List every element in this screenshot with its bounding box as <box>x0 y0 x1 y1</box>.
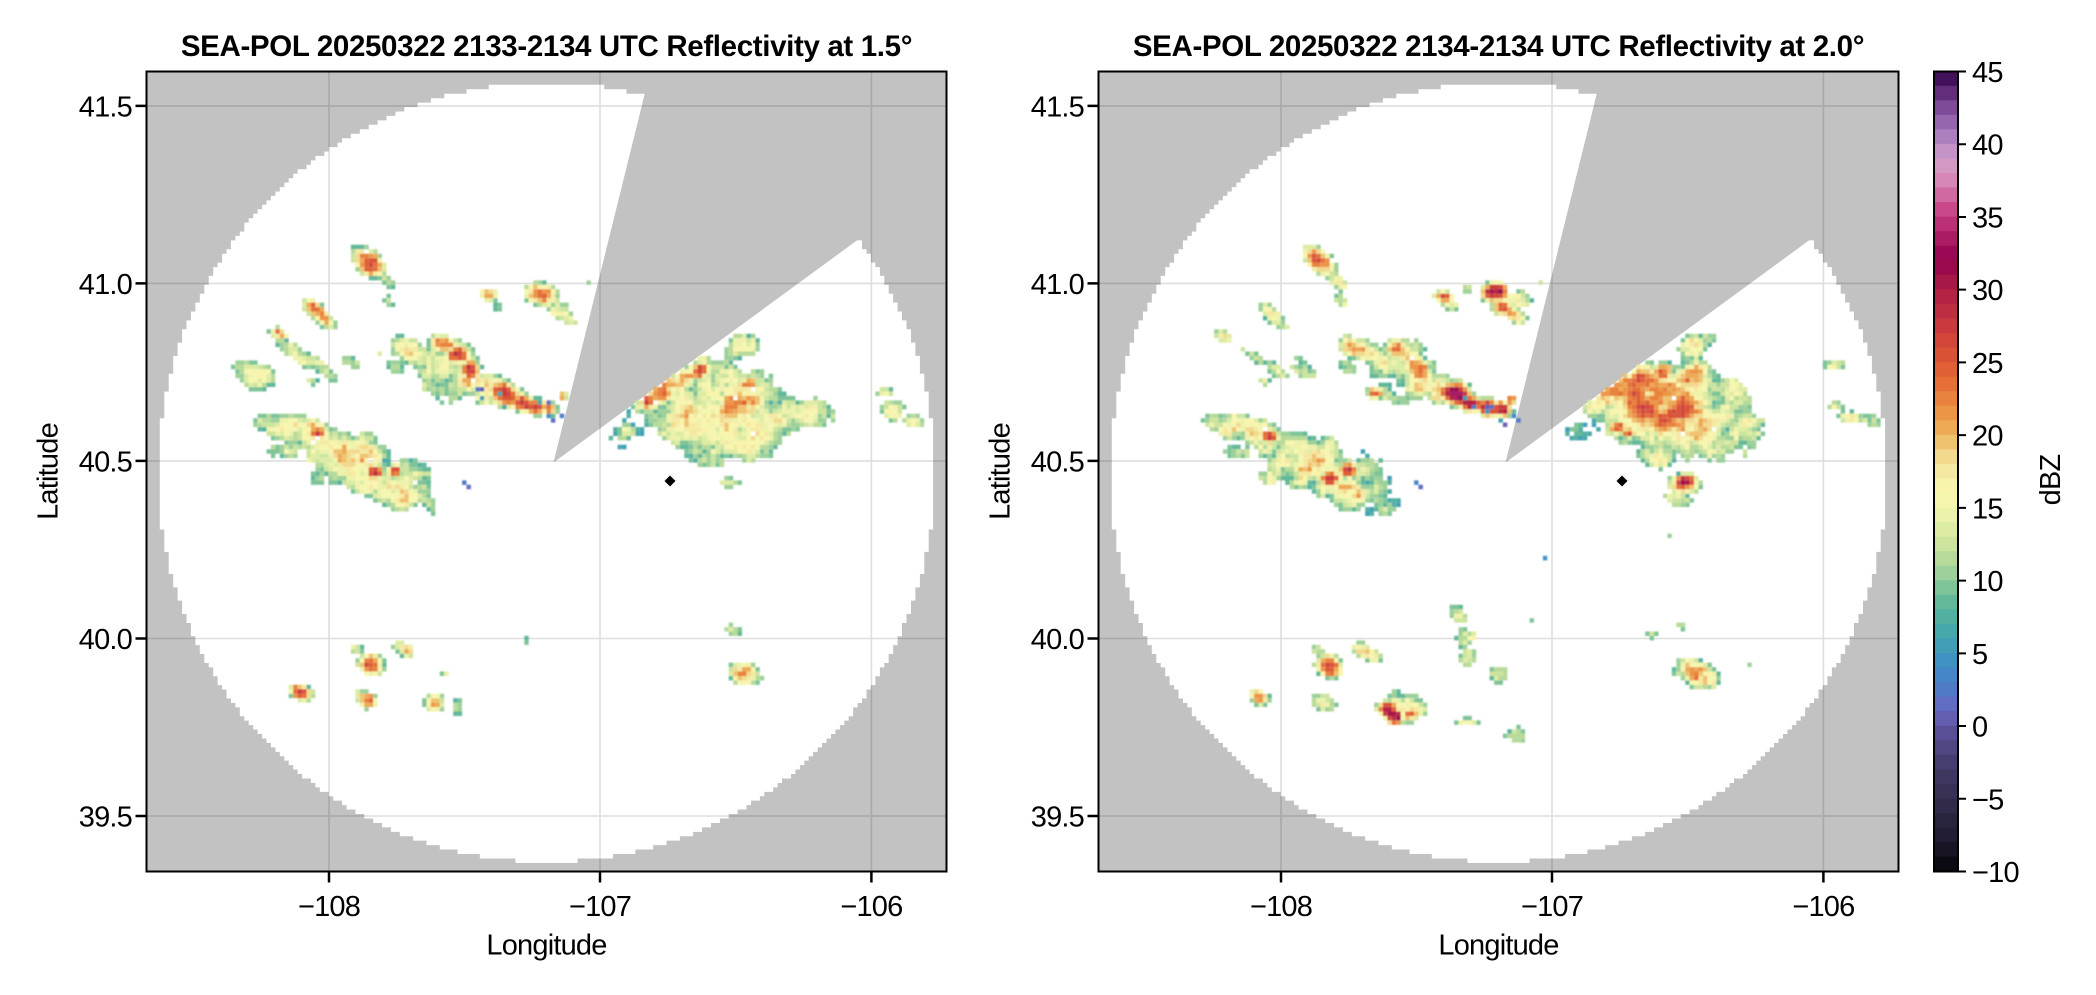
svg-text:35: 35 <box>1972 202 2003 234</box>
svg-text:30: 30 <box>1972 275 2003 307</box>
svg-text:−107: −107 <box>569 891 631 923</box>
svg-text:39.5: 39.5 <box>79 802 132 834</box>
svg-text:Latitude: Latitude <box>33 423 65 520</box>
svg-text:5: 5 <box>1972 639 1987 671</box>
svg-text:40.5: 40.5 <box>79 446 132 478</box>
svg-text:Longitude: Longitude <box>1438 930 1558 962</box>
svg-text:−106: −106 <box>840 891 902 923</box>
svg-text:Longitude: Longitude <box>486 930 606 962</box>
svg-text:0: 0 <box>1972 712 1987 744</box>
svg-text:40.5: 40.5 <box>1031 446 1084 478</box>
svg-text:25: 25 <box>1972 348 2003 380</box>
svg-text:−106: −106 <box>1792 891 1854 923</box>
svg-text:39.5: 39.5 <box>1031 802 1084 834</box>
svg-text:15: 15 <box>1972 493 2003 525</box>
svg-text:41.5: 41.5 <box>1031 91 1084 123</box>
svg-text:−5: −5 <box>1972 784 2003 816</box>
svg-text:SEA-POL 20250322 2134-2134 UTC: SEA-POL 20250322 2134-2134 UTC Reflectiv… <box>1133 30 1864 63</box>
svg-text:41.0: 41.0 <box>79 269 132 301</box>
svg-text:40.0: 40.0 <box>79 624 132 656</box>
svg-text:−108: −108 <box>1250 891 1312 923</box>
svg-text:SEA-POL 20250322 2133-2134 UTC: SEA-POL 20250322 2133-2134 UTC Reflectiv… <box>181 30 912 63</box>
svg-text:41.5: 41.5 <box>79 91 132 123</box>
svg-text:40.0: 40.0 <box>1031 624 1084 656</box>
svg-text:−107: −107 <box>1521 891 1583 923</box>
svg-text:Latitude: Latitude <box>985 423 1017 520</box>
svg-text:dBZ: dBZ <box>2035 455 2067 506</box>
svg-text:−10: −10 <box>1972 857 2019 889</box>
svg-text:−108: −108 <box>298 891 360 923</box>
svg-text:40: 40 <box>1972 130 2003 162</box>
svg-text:45: 45 <box>1972 57 2003 89</box>
svg-text:41.0: 41.0 <box>1031 269 1084 301</box>
svg-text:20: 20 <box>1972 421 2003 453</box>
svg-text:10: 10 <box>1972 566 2003 598</box>
